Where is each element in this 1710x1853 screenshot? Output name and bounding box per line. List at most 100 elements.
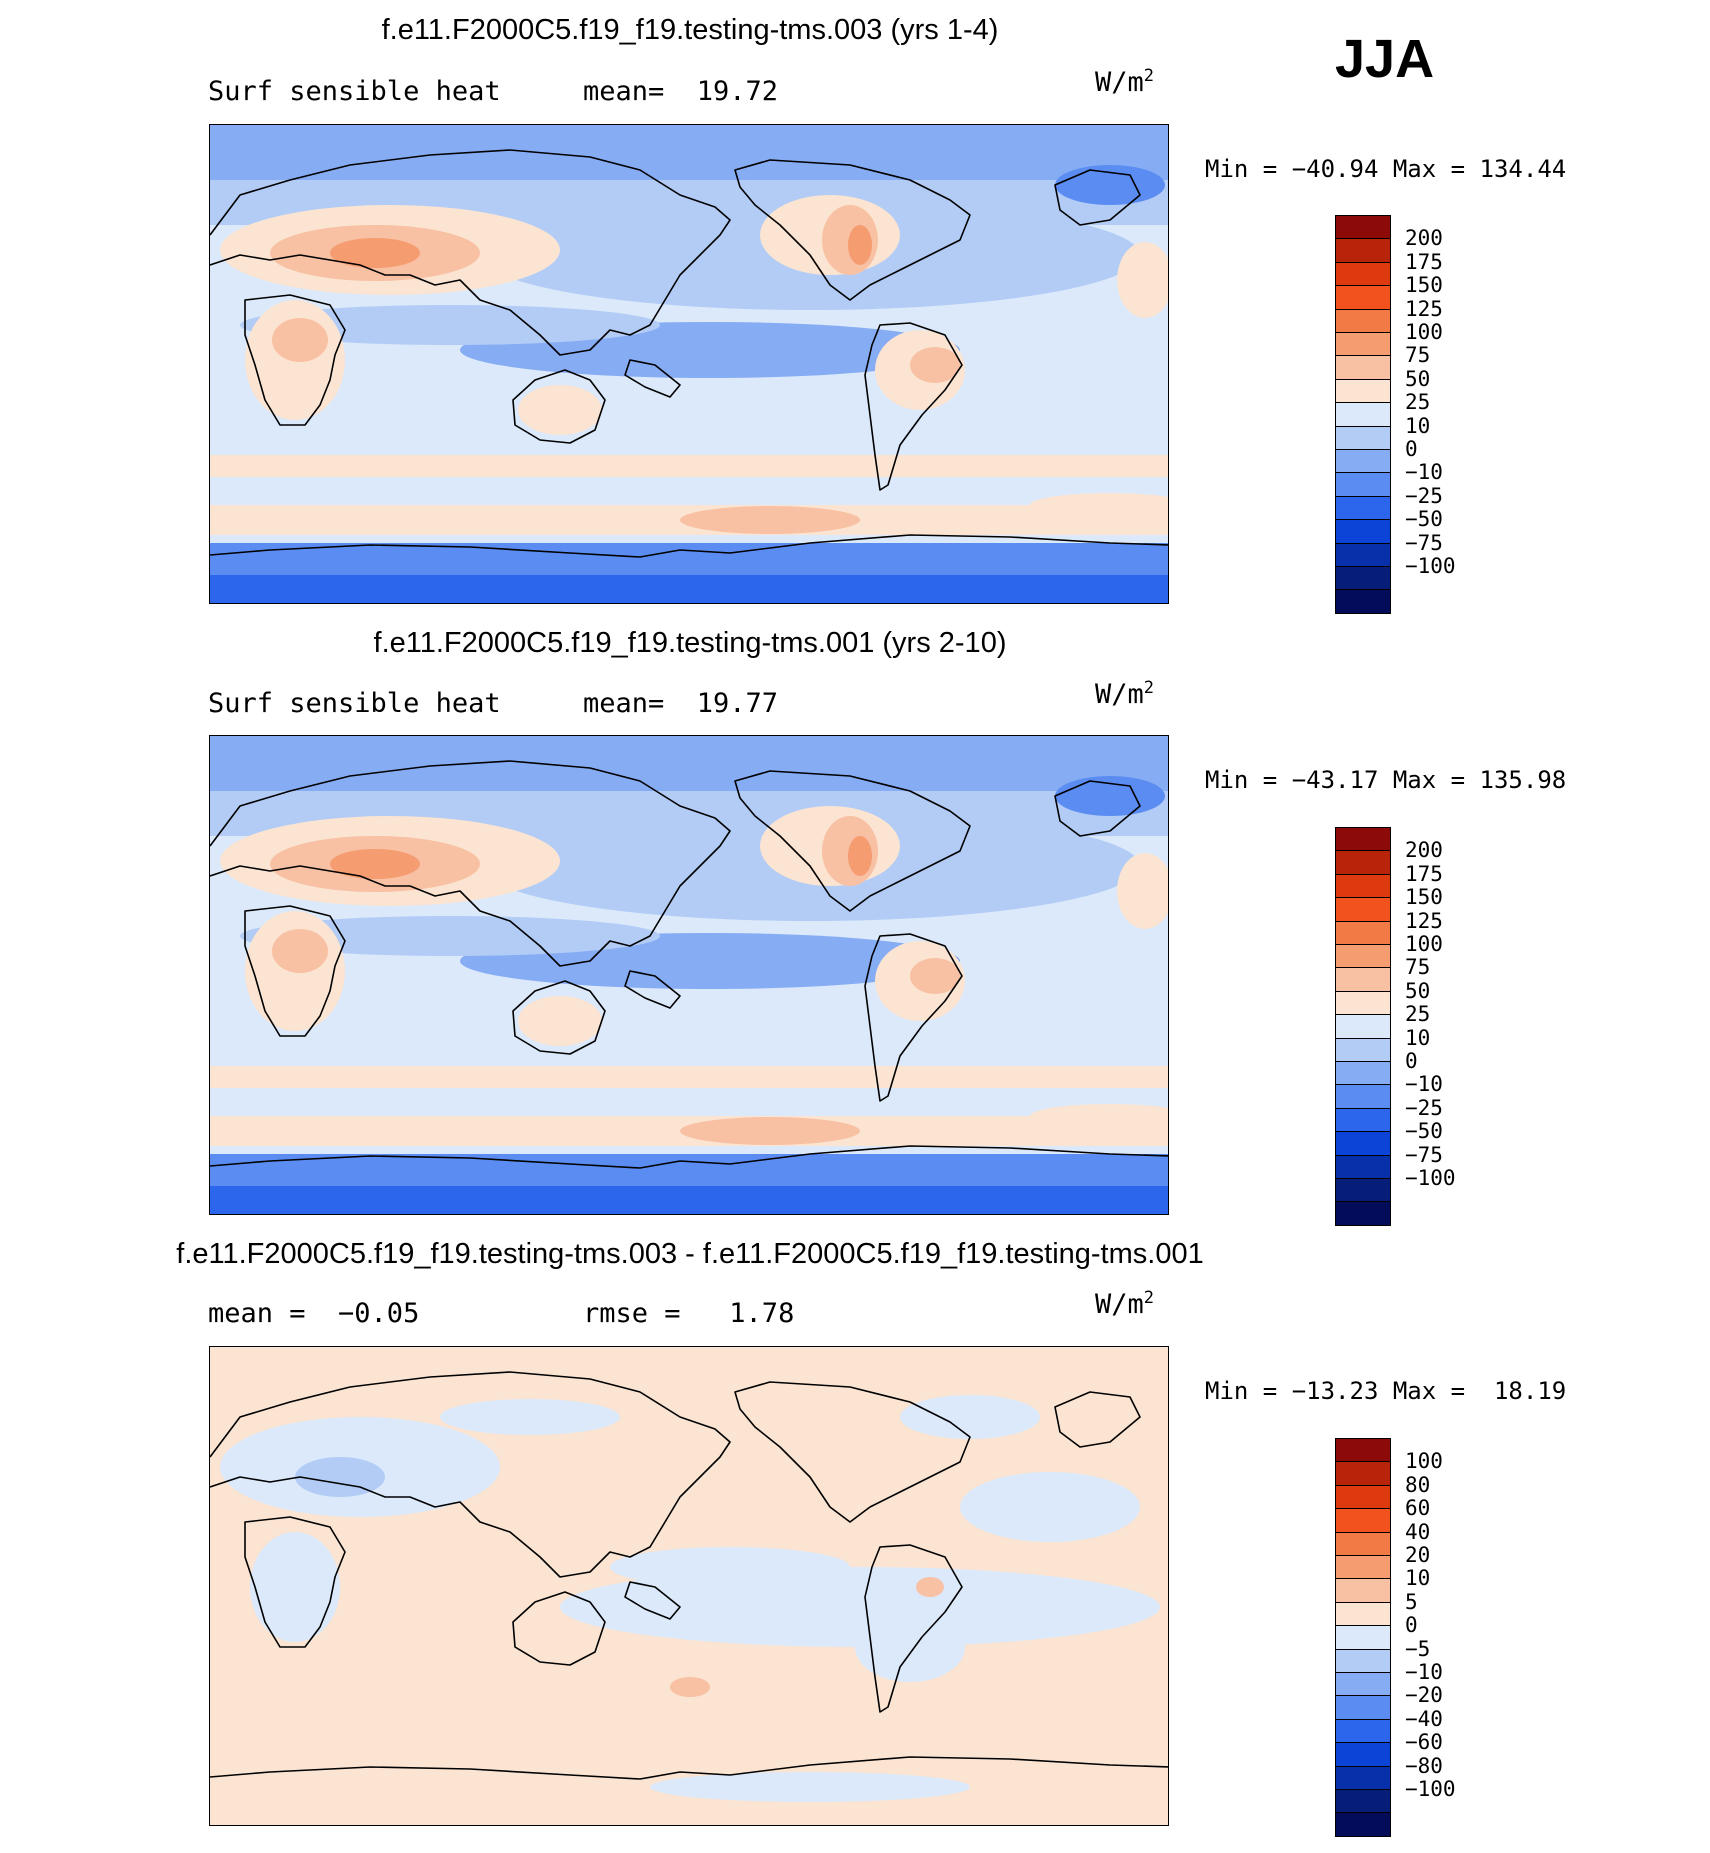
colorbar-swatch — [1335, 355, 1391, 380]
colorbar-swatch — [1335, 944, 1391, 969]
map-contour-region — [440, 1399, 620, 1435]
colorbar-tick-label: −10 — [1405, 460, 1443, 485]
field-name: Surf sensible heat — [208, 688, 501, 719]
coastline — [512, 980, 606, 1055]
map-contour-region — [518, 996, 602, 1046]
colorbar-swatch — [1335, 967, 1391, 992]
colorbar-tick-label: −50 — [1405, 507, 1443, 532]
colorbar-swatch — [1335, 495, 1391, 521]
colorbar-swatch — [1335, 1154, 1391, 1179]
colorbar-swatch — [1335, 897, 1391, 922]
map-contour-region — [272, 929, 328, 973]
colorbar-swatch — [1335, 990, 1391, 1016]
colorbar-swatch — [1335, 542, 1391, 567]
colorbar-tick-label: 10 — [1405, 1566, 1431, 1591]
coastline — [244, 294, 346, 426]
map-contour-region — [610, 1547, 850, 1587]
colorbar-swatch — [1335, 1438, 1391, 1463]
coastline — [210, 1145, 1168, 1169]
colorbar-swatch — [1335, 1555, 1391, 1580]
colorbar-tick-label: 40 — [1405, 1519, 1431, 1544]
colorbar-swatch — [1335, 589, 1391, 614]
colorbar-swatch — [1335, 449, 1391, 474]
panel-title: f.e11.F2000C5.f19_f19.testing-tms.001 (y… — [373, 627, 1007, 659]
colorbar-tick-label: −5 — [1405, 1636, 1431, 1661]
colorbar-swatch — [1335, 850, 1391, 875]
map-contour-region — [210, 736, 1168, 791]
diff-mean-value: mean = −0.05 — [208, 1298, 420, 1329]
map-contour-region — [560, 1567, 1160, 1647]
colorbar-tick-label: 175 — [1405, 249, 1443, 274]
colorbar-swatch — [1335, 1131, 1391, 1156]
colorbar-tick-label: 25 — [1405, 1002, 1431, 1027]
units-label: W/m2 — [1095, 678, 1155, 710]
map-contour-region — [900, 1395, 1040, 1439]
colorbar-swatch — [1335, 1178, 1391, 1203]
season-label: JJA — [1335, 29, 1435, 89]
map-contour-region — [1055, 165, 1165, 205]
colorbar-swatch — [1335, 308, 1391, 333]
colorbar-tick-label: −75 — [1405, 530, 1443, 555]
colorbar-tick-label: 0 — [1405, 1049, 1418, 1073]
coastline — [210, 1371, 731, 1578]
map-contour-region — [272, 318, 328, 362]
colorbar-tick-label: −40 — [1405, 1706, 1443, 1731]
colorbar-swatch — [1335, 425, 1391, 450]
colorbar-tick-label: −75 — [1405, 1142, 1443, 1167]
mean-value: mean= 19.72 — [583, 76, 779, 107]
coastline — [624, 970, 681, 1009]
contour-map — [209, 735, 1169, 1215]
map-contour-region — [518, 385, 602, 435]
colorbar-tick-label: 75 — [1405, 343, 1431, 368]
colorbar-swatch — [1335, 378, 1391, 404]
colorbar-tick-label: 75 — [1405, 955, 1431, 980]
colorbar-swatch — [1335, 215, 1391, 240]
map-contour-region — [855, 1612, 965, 1682]
colorbar-tick-label: −25 — [1405, 1095, 1443, 1120]
colorbar-swatch — [1335, 1508, 1391, 1533]
colorbar-swatch — [1335, 827, 1391, 852]
map-contour-region — [910, 347, 960, 383]
units-label: W/m2 — [1095, 1288, 1155, 1320]
colorbar-swatch — [1335, 1625, 1391, 1650]
colorbar-swatch — [1335, 472, 1391, 497]
colorbar-swatch — [1335, 402, 1391, 427]
colorbar-swatch — [1335, 1765, 1391, 1790]
colorbar-tick-label: 150 — [1405, 885, 1443, 910]
map-contour-region — [210, 125, 1168, 180]
colorbar-swatch — [1335, 566, 1391, 591]
map-contour-region — [960, 1472, 1140, 1542]
panel-title: f.e11.F2000C5.f19_f19.testing-tms.003 (y… — [381, 14, 999, 46]
map-contour-region — [650, 1772, 970, 1802]
colorbar-tick-label: −20 — [1405, 1683, 1443, 1708]
map-contour-region — [1030, 493, 1168, 517]
colorbar-swatch — [1335, 1531, 1391, 1556]
colorbar-swatch — [1335, 1084, 1391, 1109]
coastline — [244, 1516, 346, 1648]
colorbar-tick-label: −100 — [1405, 554, 1456, 578]
coastline — [512, 369, 606, 444]
map-contour-region — [680, 506, 860, 534]
mean-value: mean= 19.77 — [583, 688, 779, 719]
colorbar-tick-label: 175 — [1405, 861, 1443, 886]
map-contour-region — [916, 1577, 944, 1597]
colorbar-tick-label: −50 — [1405, 1119, 1443, 1144]
colorbar-swatch — [1335, 1742, 1391, 1767]
map-contour-region — [330, 849, 420, 879]
map-contour-region — [848, 836, 872, 876]
contour-map — [209, 1346, 1169, 1826]
colorbar-tick-label: 50 — [1405, 978, 1431, 1003]
colorbar-swatch — [1335, 1484, 1391, 1510]
colorbar-tick-label: 20 — [1405, 1543, 1431, 1567]
colorbar-swatch — [1335, 1672, 1391, 1697]
map-contour-region — [670, 1677, 710, 1697]
colorbar-swatch — [1335, 920, 1391, 945]
coastline — [624, 1581, 681, 1620]
colorbar-swatch — [1335, 1695, 1391, 1720]
colorbar-tick-label: 200 — [1405, 226, 1443, 251]
rmse-value: rmse = 1.78 — [583, 1298, 795, 1329]
coastline — [1054, 780, 1141, 837]
colorbar-tick-label: −80 — [1405, 1753, 1443, 1778]
colorbar-swatch — [1335, 1037, 1391, 1062]
map-contour-region — [240, 916, 660, 956]
